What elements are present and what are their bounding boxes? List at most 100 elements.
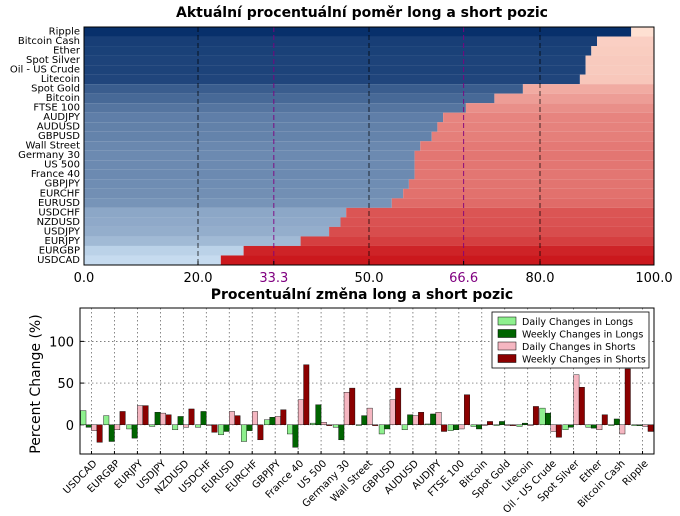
short-bar	[403, 188, 654, 199]
legend-label: Weekly Changes in Shorts	[522, 355, 646, 366]
category-label: AUDUSD	[37, 122, 81, 133]
long-bar	[84, 217, 341, 227]
category-label: EURUSD	[38, 198, 80, 209]
short-bar	[414, 160, 654, 170]
change-bar	[573, 374, 580, 426]
category-label: US 500	[44, 160, 80, 171]
category-label: Oil - US Crude	[10, 65, 80, 76]
long-bar	[84, 103, 466, 113]
long-bar	[84, 131, 432, 142]
change-bar	[332, 424, 339, 428]
category-label: Litecoin	[41, 74, 80, 85]
category-label: Ripple	[49, 26, 80, 37]
change-bar	[361, 415, 368, 426]
long-bar	[84, 255, 221, 265]
change-bar	[108, 424, 115, 442]
long-bar	[84, 198, 392, 208]
short-bar	[340, 217, 654, 227]
change-bar	[142, 405, 149, 425]
change-bar	[200, 411, 207, 425]
short-bar	[579, 74, 654, 85]
x-tick-label: 0.0	[74, 271, 95, 286]
change-bar	[527, 424, 534, 426]
legend-swatch	[497, 341, 517, 351]
short-bar	[414, 150, 654, 161]
long-bar	[84, 160, 415, 170]
short-bar	[443, 112, 654, 123]
change-bar	[601, 414, 608, 426]
bottom-chart-title: Procentuální změna long a short pozic	[211, 287, 513, 303]
long-bar	[84, 112, 444, 123]
y-tick-label: 0	[66, 419, 74, 434]
change-bar	[613, 418, 620, 425]
category-label: AUDJPY	[43, 112, 81, 123]
change-bar	[257, 424, 264, 441]
change-bar	[309, 422, 316, 426]
category-label: EURGBP	[39, 245, 80, 256]
long-bar	[84, 245, 244, 256]
long-bar	[84, 207, 347, 218]
change-bar	[424, 423, 431, 426]
change-bar	[550, 424, 557, 432]
long-bar	[84, 188, 404, 199]
bottom-chart-ylabel: Percent Change (%)	[28, 314, 44, 453]
change-bar	[188, 408, 195, 426]
change-bar	[154, 412, 161, 425]
category-label: USDJPY	[44, 226, 81, 237]
change-bar	[647, 424, 654, 432]
change-bar	[246, 424, 253, 431]
change-bar	[567, 424, 574, 428]
category-label: USDCAD	[37, 255, 80, 266]
change-bar	[223, 424, 230, 432]
long-bar	[84, 84, 523, 94]
long-bar	[84, 141, 421, 151]
plot-frame	[83, 26, 655, 266]
change-bar	[177, 416, 184, 426]
change-bar	[487, 421, 493, 426]
change-bar	[470, 424, 477, 427]
short-bar	[420, 141, 654, 151]
legend-swatch	[497, 316, 517, 326]
change-bar	[297, 399, 304, 425]
short-bar	[597, 36, 654, 47]
long-bar	[84, 46, 592, 56]
change-bar	[355, 424, 362, 426]
y-tick-label: 50	[57, 377, 74, 392]
legend-swatch	[497, 354, 517, 363]
change-bar	[636, 424, 643, 426]
change-bar	[303, 364, 310, 425]
short-bar	[465, 103, 654, 113]
legend-label: Daily Changes in Shorts	[522, 342, 636, 353]
change-bar	[160, 412, 167, 425]
long-bar	[84, 65, 586, 75]
change-bar	[326, 424, 333, 426]
long-bar	[84, 226, 330, 237]
short-bar	[591, 46, 654, 56]
category-label: GBPJPY	[44, 179, 80, 190]
change-bar	[578, 387, 585, 425]
change-bar	[596, 424, 603, 431]
change-bar	[642, 424, 649, 427]
long-bar	[84, 93, 495, 104]
change-bar	[85, 424, 92, 428]
short-bar	[391, 198, 654, 208]
change-bar	[91, 424, 98, 431]
change-bar	[343, 392, 350, 425]
change-bar	[114, 424, 121, 431]
change-bar	[269, 417, 276, 426]
category-label: EURJPY	[45, 236, 81, 247]
change-bar	[241, 424, 247, 442]
change-bar	[476, 424, 482, 430]
x-tick-label: 50.0	[355, 271, 384, 286]
change-bar	[320, 422, 327, 426]
legend-label: Weekly Changes in Longs	[522, 330, 643, 341]
change-bar	[522, 422, 528, 426]
change-bar	[264, 419, 270, 425]
short-bar	[437, 122, 654, 132]
short-bar	[494, 93, 654, 104]
change-bar	[555, 424, 562, 438]
category-label: FTSE 100	[33, 103, 80, 114]
change-bar	[218, 424, 224, 436]
x-tick-label: 100.0	[635, 271, 672, 286]
